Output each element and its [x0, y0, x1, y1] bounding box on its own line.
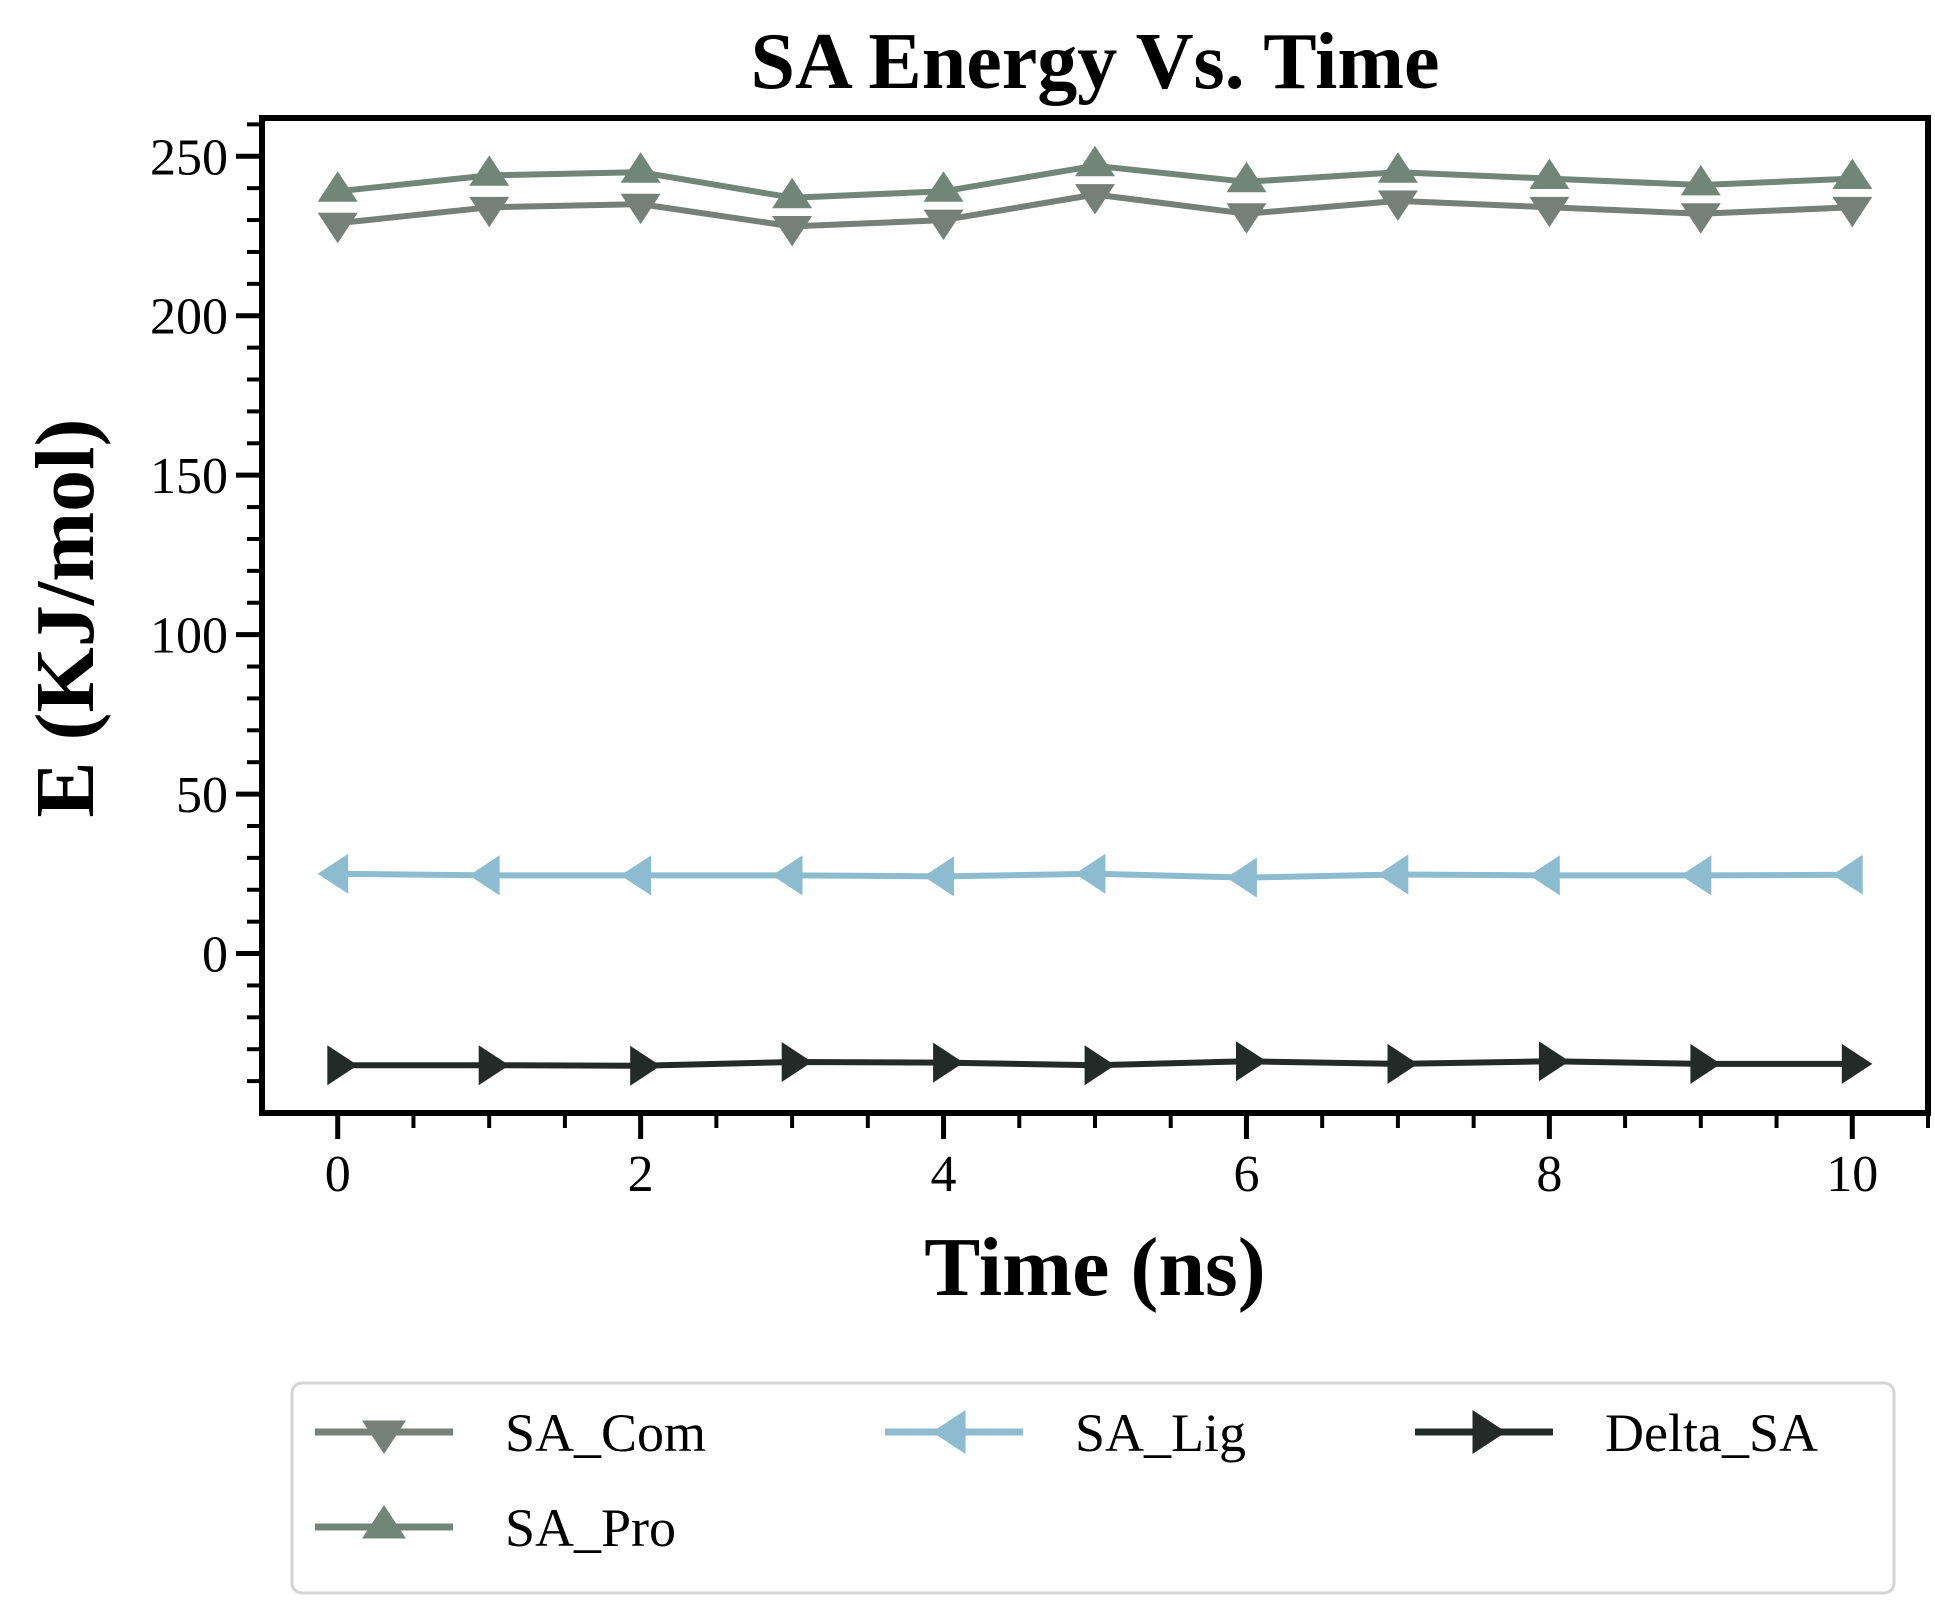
x-tick-label: 2: [628, 1146, 654, 1203]
y-tick-label: 200: [150, 289, 228, 346]
data-point-sa-com: [620, 193, 661, 225]
data-point-sa-pro: [469, 155, 510, 186]
legend: SA_Com SA_Pro SA_Lig Delta_SA: [290, 1381, 1896, 1595]
data-point-sa-pro: [620, 152, 661, 183]
x-axis-label: Time (ns): [924, 1221, 1265, 1314]
data-point-sa-pro: [1529, 158, 1570, 189]
data-point-delta-sa: [1387, 1043, 1418, 1084]
data-point-delta-sa: [1841, 1043, 1873, 1084]
data-point-sa-lig: [1529, 855, 1560, 896]
data-point-sa-com: [1832, 196, 1873, 228]
data-point-sa-lig: [469, 855, 500, 896]
data-point-sa-com: [923, 209, 964, 241]
y-tick-label: 250: [150, 129, 228, 186]
data-point-sa-pro: [1832, 158, 1873, 189]
data-point-sa-pro: [1377, 152, 1418, 183]
x-tick-label: 8: [1536, 1146, 1562, 1203]
y-tick-label: 50: [176, 767, 228, 824]
data-point-delta-sa: [933, 1042, 964, 1083]
data-point-sa-com: [772, 216, 813, 247]
data-point-sa-com: [317, 212, 358, 244]
x-tick-label: 0: [325, 1146, 351, 1203]
legend-marker-sa-com: [362, 1420, 406, 1454]
data-point-sa-com: [1226, 203, 1267, 234]
data-point-delta-sa: [781, 1042, 813, 1082]
y-tick-label: 100: [150, 608, 228, 665]
y-axis-label: E (KJ/mol): [19, 419, 112, 818]
data-point-sa-com: [1377, 190, 1418, 221]
y-tick-label: 150: [150, 448, 228, 505]
data-point-sa-pro: [1075, 145, 1115, 177]
legend-label-sa-pro: SA_Pro: [505, 1498, 676, 1558]
x-tick-label: 4: [931, 1146, 957, 1203]
data-point-delta-sa: [1236, 1041, 1267, 1082]
y-tick-label: 0: [202, 927, 228, 984]
data-point-sa-lig: [1377, 854, 1409, 895]
data-point-sa-lig: [1075, 853, 1106, 894]
legend-label-sa-lig: SA_Lig: [1075, 1403, 1246, 1463]
data-point-sa-com: [469, 196, 510, 228]
data-point-sa-com: [1075, 184, 1115, 215]
data-point-sa-pro: [1226, 161, 1267, 193]
x-tick-label: 10: [1826, 1146, 1878, 1203]
data-point-delta-sa: [630, 1045, 661, 1086]
data-point-sa-lig: [1832, 854, 1863, 895]
data-point-delta-sa: [1690, 1043, 1721, 1084]
chart-title: SA Energy Vs. Time: [750, 18, 1439, 106]
data-point-sa-pro: [923, 171, 964, 202]
data-point-sa-lig: [772, 855, 803, 896]
legend-label-sa-com: SA_Com: [505, 1403, 706, 1463]
legend-marker-delta-sa: [1472, 1410, 1506, 1454]
legend-marker-sa-lig: [932, 1410, 966, 1454]
plot-frame: [259, 115, 1931, 1116]
plot-area: 0 50 100 150 200 250 0 2 4 6 8 10: [150, 115, 1931, 1203]
data-point-delta-sa: [478, 1045, 510, 1086]
data-point-sa-pro: [772, 177, 813, 209]
data-point-delta-sa: [1538, 1041, 1570, 1082]
data-point-sa-pro: [1680, 165, 1721, 196]
data-point-sa-lig: [1680, 855, 1712, 896]
legend-marker-sa-pro: [362, 1505, 406, 1539]
data-point-sa-com: [1529, 196, 1570, 228]
data-point-sa-com: [1680, 203, 1721, 234]
legend-label-delta-sa: Delta_SA: [1605, 1403, 1818, 1463]
data-point-sa-lig: [620, 855, 652, 896]
data-point-sa-lig: [923, 856, 954, 897]
data-point-sa-lig: [317, 853, 349, 894]
x-tick-label: 6: [1233, 1146, 1259, 1203]
data-point-delta-sa: [1084, 1045, 1115, 1086]
data-point-delta-sa: [327, 1045, 358, 1086]
data-point-sa-pro: [317, 171, 358, 202]
data-point-sa-lig: [1226, 857, 1257, 898]
